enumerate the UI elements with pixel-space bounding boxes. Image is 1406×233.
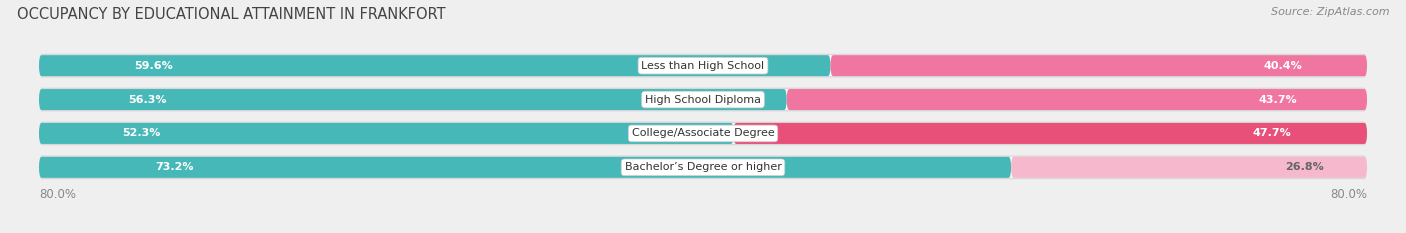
FancyBboxPatch shape: [39, 88, 1367, 111]
FancyBboxPatch shape: [39, 89, 1367, 110]
FancyBboxPatch shape: [734, 123, 1367, 144]
FancyBboxPatch shape: [39, 123, 1367, 144]
Text: 59.6%: 59.6%: [134, 61, 173, 71]
FancyBboxPatch shape: [39, 155, 1367, 179]
Text: 73.2%: 73.2%: [156, 162, 194, 172]
FancyBboxPatch shape: [831, 55, 1367, 76]
Text: 80.0%: 80.0%: [39, 188, 76, 201]
Text: 52.3%: 52.3%: [122, 128, 160, 138]
Text: Bachelor’s Degree or higher: Bachelor’s Degree or higher: [624, 162, 782, 172]
FancyBboxPatch shape: [39, 157, 1367, 178]
FancyBboxPatch shape: [39, 54, 1367, 78]
FancyBboxPatch shape: [39, 122, 1367, 145]
Text: College/Associate Degree: College/Associate Degree: [631, 128, 775, 138]
Text: 56.3%: 56.3%: [129, 95, 167, 105]
FancyBboxPatch shape: [1011, 157, 1367, 178]
FancyBboxPatch shape: [39, 89, 787, 110]
FancyBboxPatch shape: [39, 55, 1367, 76]
Text: Less than High School: Less than High School: [641, 61, 765, 71]
Text: High School Diploma: High School Diploma: [645, 95, 761, 105]
Text: Source: ZipAtlas.com: Source: ZipAtlas.com: [1271, 7, 1389, 17]
FancyBboxPatch shape: [39, 123, 734, 144]
Text: OCCUPANCY BY EDUCATIONAL ATTAINMENT IN FRANKFORT: OCCUPANCY BY EDUCATIONAL ATTAINMENT IN F…: [17, 7, 446, 22]
Text: 47.7%: 47.7%: [1253, 128, 1291, 138]
FancyBboxPatch shape: [39, 157, 1011, 178]
Text: 40.4%: 40.4%: [1264, 61, 1302, 71]
FancyBboxPatch shape: [787, 89, 1367, 110]
Text: 80.0%: 80.0%: [1330, 188, 1367, 201]
Text: 26.8%: 26.8%: [1285, 162, 1324, 172]
FancyBboxPatch shape: [39, 55, 831, 76]
Text: 43.7%: 43.7%: [1258, 95, 1298, 105]
